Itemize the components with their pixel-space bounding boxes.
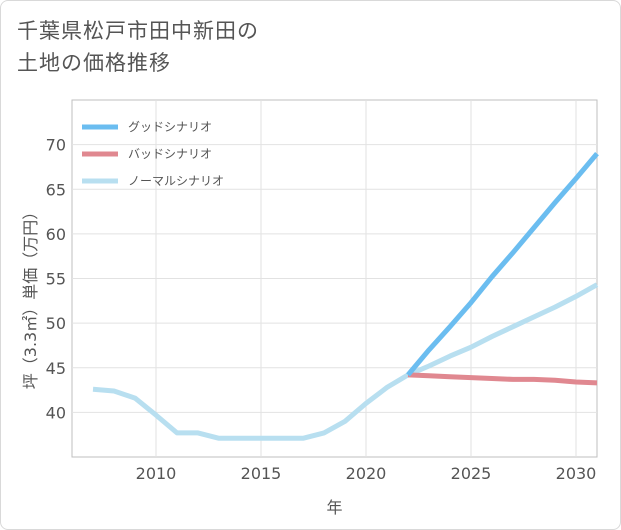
legend-label-0: グッドシナリオ (128, 120, 212, 134)
legend-label-1: バッドシナリオ (128, 147, 212, 161)
x-tick-label: 2030 (556, 464, 597, 483)
grid-lines (72, 100, 597, 457)
x-tick-label: 2025 (451, 464, 492, 483)
series-lines (92, 151, 599, 441)
series-line-1 (407, 372, 598, 386)
y-tick-label: 55 (46, 270, 66, 289)
tick-labels: 2010 2015 2020 2025 2030 40 45 50 55 60 65 70 (46, 136, 597, 483)
y-tick-label: 65 (46, 180, 66, 199)
y-tick-label: 70 (46, 136, 66, 155)
x-tick-label: 2015 (241, 464, 282, 483)
y-tick-label: 50 (46, 314, 66, 333)
chart-title-line2: 土地の価格推移 (17, 51, 171, 75)
chart-title-line1: 千葉県松戸市田中新田の (17, 19, 259, 43)
x-tick-label: 2020 (346, 464, 387, 483)
chart-title: 千葉県松戸市田中新田の 土地の価格推移 (17, 15, 259, 79)
series-line-2 (92, 282, 599, 441)
x-tick-label: 2010 (136, 464, 177, 483)
y-tick-label: 40 (46, 403, 66, 422)
x-axis-label: 年 (326, 498, 342, 517)
legend-label-2: ノーマルシナリオ (128, 174, 224, 188)
y-tick-label: 60 (46, 225, 66, 244)
series-line-0 (406, 151, 599, 377)
y-tick-label: 45 (46, 359, 66, 378)
y-axis-label: 坪（3.3㎡）単価（万円） (21, 204, 40, 389)
